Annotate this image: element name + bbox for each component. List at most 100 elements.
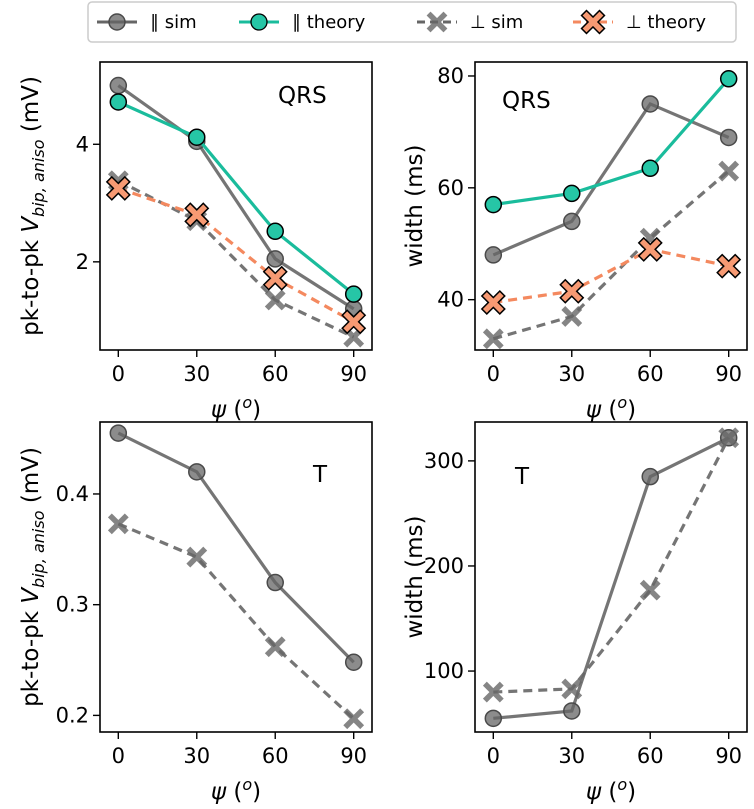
panel-top-left-xtick-label-1: 30: [183, 362, 210, 386]
panel-top-right-series-perp-theory-point-3: [716, 253, 742, 279]
panel-top-left-series-par-theory-point-0: [109, 93, 128, 111]
panel-bottom-right-series-perp-sim-point-1: [561, 678, 583, 700]
panel-bottom-left-ytick-label-1: 0.3: [56, 593, 89, 617]
panel-top-left-series-perp-theory-point-2: [262, 265, 288, 291]
panel-top-right-xtick-label-0: 0: [487, 362, 500, 386]
panel-bottom-right-series-perp-sim-line: [493, 437, 731, 694]
panel-bottom-left-annotation: T: [312, 462, 328, 488]
panel-top-left-series-perp-theory-point-3: [341, 309, 367, 335]
panel-bottom-right-ytick-label-1: 200: [424, 554, 464, 578]
panel-bottom-right-series-par-sim-point-0: [484, 709, 503, 728]
panel-bottom-left-frame: [99, 421, 373, 733]
panel-bottom-right-xtick-label-3: 90: [715, 744, 742, 768]
legend-entry-par-sim: ∥ sim: [97, 12, 197, 33]
panel-bottom-right-series-par-sim: [484, 429, 738, 728]
panel-bottom-left-xtick-label-2: 60: [262, 744, 289, 768]
panel-top-right-series-perp-sim: [482, 160, 740, 350]
panel-top-right-xlabel: ψ (o): [586, 393, 636, 423]
panel-top-left-xtick-label-0: 0: [112, 362, 125, 386]
panel-top-right-series-par-sim-point-2: [641, 95, 659, 113]
panel-top-right-series-perp-sim-point-0: [482, 328, 504, 350]
panel-top-left-ytick-label-1: 4: [76, 132, 89, 156]
panel-top-left-ytick-label-0: 2: [76, 250, 89, 274]
panel-bottom-left-series-perp-sim-line: [117, 522, 355, 720]
panel-bottom-right-xlabel: ψ (o): [586, 775, 636, 805]
legend-entry-perp-theory: ⊥ theory: [573, 9, 706, 35]
panel-bottom-left-series-par-sim-point-0: [109, 424, 128, 442]
panel-bottom-left-ylabel: pk-to-pk Vbip, aniso (mV): [18, 447, 48, 707]
panel-bottom-right-xtick-label-0: 0: [487, 744, 500, 768]
panel-bottom-left-series-par-sim-point-1: [188, 463, 206, 481]
panel-top-left-series-par-theory-point-3: [344, 285, 363, 303]
legend-marker-perp-theory-x: [580, 9, 606, 35]
panel-top-right-xtick-label-2: 60: [637, 362, 664, 386]
panel-top-right-ytick-label-2: 80: [437, 64, 464, 88]
panel-top-right-series-perp-theory-line: [493, 247, 730, 305]
panel-bottom-left: 0 30 60 90 0.2 0.3 0.4 ψ (o) pk-to-pk Vbip, anis…: [18, 421, 373, 805]
panel-top-right-ylabel: width (ms): [402, 144, 428, 267]
panel-bottom-left-series-perp-sim-point-3: [343, 708, 365, 730]
panel-top-left-series-par-theory: [109, 93, 363, 303]
panel-top-right-series-par-theory-point-0: [484, 195, 503, 214]
panel-bottom-right-series-perp-sim-point-3: [718, 427, 740, 449]
panel-top-left-frame: [99, 61, 373, 351]
panel-top-right-series-perp-sim-line: [492, 169, 730, 341]
legend-label-par-theory: ∥ theory: [292, 12, 366, 33]
legend-label-par-sim: ∥ sim: [150, 12, 197, 33]
panel-bottom-right-series-perp-sim-point-0: [482, 681, 504, 703]
panel-top-left-annotation: QRS: [278, 83, 327, 109]
panel-top-left-series-perp-sim-line: [117, 179, 355, 339]
panel-top-right-series-par-sim-point-0: [484, 246, 503, 264]
legend-label-perp-sim: ⊥ sim: [470, 12, 523, 33]
panel-bottom-left-ytick-label-2: 0.4: [56, 482, 89, 506]
panel-top-right-series-perp-theory-point-0: [480, 289, 506, 315]
panel-top-right-series-par-sim-point-3: [719, 128, 738, 147]
panel-bottom-left-xtick-label-0: 0: [112, 744, 125, 768]
panel-top-left-series-par-sim-point-0: [109, 76, 128, 95]
panel-top-right-annotation: QRS: [502, 88, 551, 114]
panel-bottom-left-series-par-sim-point-2: [266, 573, 284, 592]
panel-top-left-series-par-sim-point-2: [266, 250, 284, 268]
panel-bottom-left-series-par-sim: [109, 424, 363, 671]
panel-top-right-series-par-sim-point-1: [563, 212, 581, 231]
panel-top-left-ylabel: pk-to-pk Vbip, aniso (mV): [18, 76, 48, 336]
panel-top-right-series-par-theory-point-2: [641, 159, 659, 178]
panel-bottom-left-xtick-label-1: 30: [183, 744, 210, 768]
panel-top-right-xtick-label-1: 30: [558, 362, 585, 386]
panel-bottom-left-series-perp-sim-point-1: [186, 546, 208, 568]
panel-bottom-left-series-par-sim-point-3: [344, 653, 363, 671]
panel-bottom-left-series-perp-sim-point-2: [264, 636, 286, 658]
panel-bottom-right-xtick-label-2: 60: [637, 744, 664, 768]
panel-bottom-right-ytick-label-2: 300: [424, 449, 464, 473]
panel-top-right-series-par-sim: [484, 95, 738, 264]
panel-top-left-series-perp-sim-point-2: [264, 289, 286, 311]
legend-label-perp-theory: ⊥ theory: [626, 12, 706, 33]
panel-top-right-series-perp-sim-point-3: [718, 160, 740, 182]
panel-top-left-xtick-label-3: 90: [340, 362, 367, 386]
panel-top-left-series-perp-theory-line: [117, 186, 355, 324]
panel-top-left-series-perp-theory-point-0: [105, 175, 131, 201]
panel-top-right-ytick-label-1: 60: [437, 176, 464, 200]
panel-top-right-series-perp-sim-point-1: [561, 306, 583, 327]
panel-bottom-right-ylabel: width (ms): [402, 515, 428, 638]
panel-top-right-series-par-theory: [484, 70, 738, 214]
panel-bottom-left-xtick-label-3: 90: [340, 744, 367, 768]
panel-bottom-right-series-par-sim-point-1: [563, 702, 581, 720]
panel-top-right-series-perp-theory: [480, 236, 742, 315]
legend-frame: [87, 1, 737, 43]
panel-bottom-left-series-par-sim-line: [117, 431, 355, 664]
panel-top-left: 0 30 60 90 2 4 ψ (o) pk-to-pk Vbip, aniso (mV) Q…: [18, 61, 373, 423]
panel-bottom-right-frame: [474, 421, 748, 733]
panel-bottom-right: 0 30 60 90 100 200 300 ψ (o) width (ms) T: [402, 421, 748, 805]
panel-top-right-frame: [474, 61, 748, 351]
legend-entry-perp-sim: ⊥ sim: [417, 11, 523, 33]
panel-top-left-series-par-sim-line: [117, 84, 355, 311]
panel-top-right-series-par-sim-line: [492, 101, 730, 257]
panel-bottom-right-series-perp-sim-point-2: [639, 579, 661, 601]
panel-top-right-series-par-theory-point-1: [563, 184, 581, 203]
panel-bottom-right-annotation: T: [514, 464, 530, 490]
legend-entry-par-theory: ∥ theory: [239, 12, 366, 33]
panel-top-right-ytick-label-0: 40: [437, 288, 464, 312]
panel-bottom-right-series-par-sim-point-2: [641, 467, 659, 486]
panel-top-left-series-perp-theory-point-1: [184, 202, 210, 228]
